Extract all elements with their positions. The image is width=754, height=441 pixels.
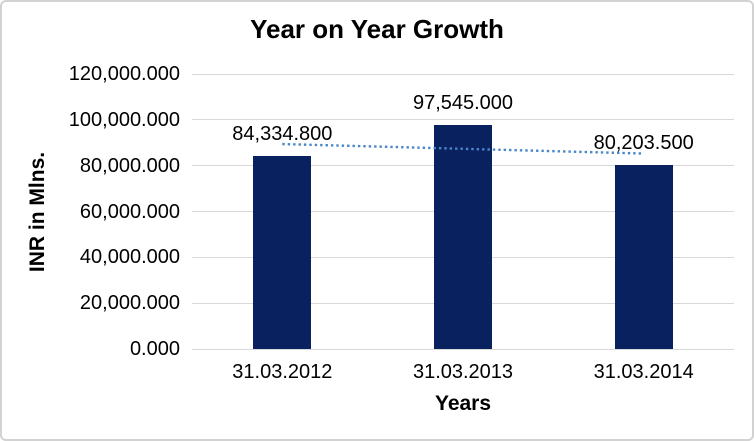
y-tick-label: 120,000.000 [68,63,180,85]
x-tick-label: 31.03.2012 [232,361,333,383]
y-tick-label: 40,000.000 [79,246,180,269]
y-tick-label: 20,000.000 [79,292,180,315]
bar-value-label: 97,545.000 [412,92,514,115]
bar [614,165,673,349]
gridline [192,119,734,121]
bar-value-label: 80,203.500 [593,132,694,155]
bar [434,125,492,349]
bar-value-label: 84,334.800 [232,122,333,145]
y-tick-label: 100,000.000 [68,108,180,131]
chart-title: Year on Year Growth [250,14,504,44]
y-tick-label: 60,000.000 [79,200,180,223]
y-tick-label: 0.000 [129,338,180,360]
gridline [192,73,734,75]
y-tick-label: 80,000.000 [79,154,180,177]
gridline [192,348,734,350]
trendline-segment [282,142,644,155]
x-axis-title: Years [434,392,492,415]
x-tick-label: 31.03.2014 [593,361,694,383]
x-tick-label: 31.03.2013 [412,361,514,383]
bar [253,155,312,349]
